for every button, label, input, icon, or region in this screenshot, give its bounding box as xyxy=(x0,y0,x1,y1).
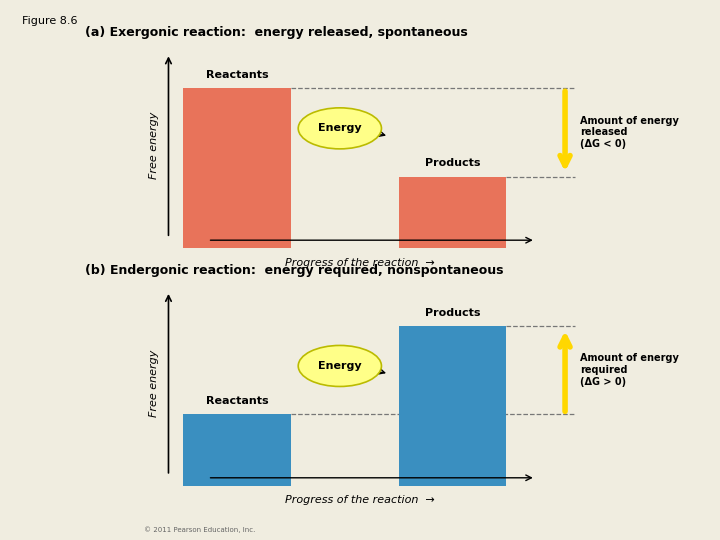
Text: © 2011 Pearson Education, Inc.: © 2011 Pearson Education, Inc. xyxy=(144,526,256,533)
Text: Reactants: Reactants xyxy=(206,70,269,80)
Text: Energy: Energy xyxy=(318,123,361,133)
Text: Energy: Energy xyxy=(318,361,361,371)
Text: Products: Products xyxy=(425,308,480,318)
Text: Free energy: Free energy xyxy=(149,112,159,179)
Ellipse shape xyxy=(298,108,382,149)
Text: Figure 8.6: Figure 8.6 xyxy=(22,16,77,26)
Text: Reactants: Reactants xyxy=(206,396,269,406)
Text: (a) Exergonic reaction:  energy released, spontaneous: (a) Exergonic reaction: energy released,… xyxy=(85,26,468,39)
Bar xyxy=(399,177,506,248)
Text: Free energy: Free energy xyxy=(149,350,159,417)
Text: (b) Endergonic reaction:  energy required, nonspontaneous: (b) Endergonic reaction: energy required… xyxy=(85,264,504,277)
Text: Progress of the reaction  →: Progress of the reaction → xyxy=(284,258,434,268)
Text: Amount of energy
required
(ΔG > 0): Amount of energy required (ΔG > 0) xyxy=(580,354,679,387)
Bar xyxy=(183,414,291,486)
Bar xyxy=(399,326,506,486)
Bar xyxy=(183,89,291,248)
Text: Amount of energy
released
(ΔG < 0): Amount of energy released (ΔG < 0) xyxy=(580,116,679,149)
Ellipse shape xyxy=(298,346,382,387)
Text: Progress of the reaction  →: Progress of the reaction → xyxy=(284,495,434,505)
Text: Products: Products xyxy=(425,158,480,168)
